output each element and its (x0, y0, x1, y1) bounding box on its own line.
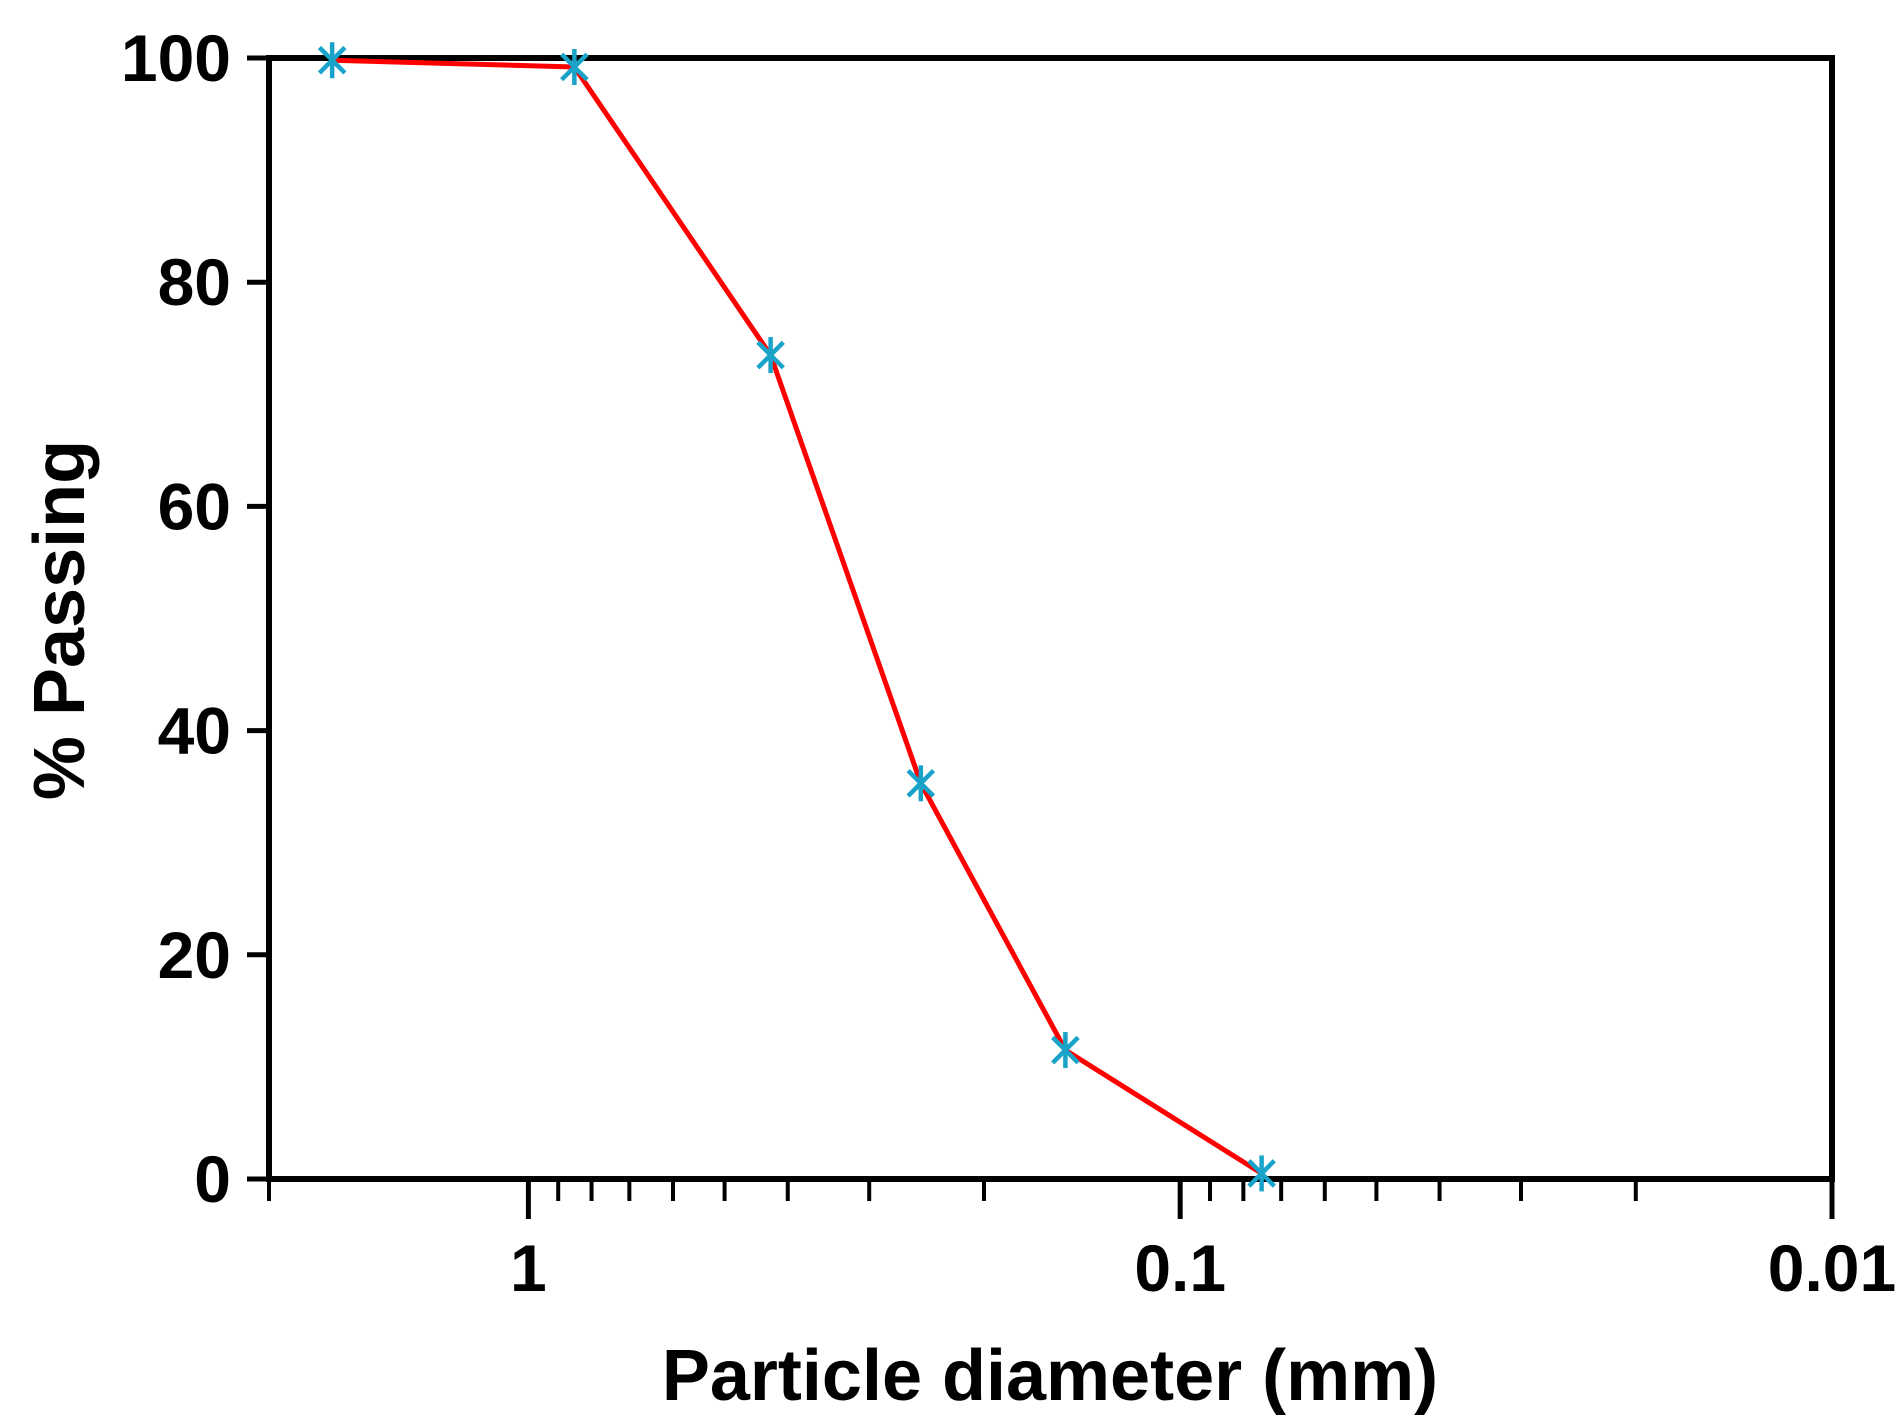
data-point-marker (1247, 1155, 1276, 1192)
y-tick-label: 60 (158, 469, 231, 543)
series-layer (317, 42, 1276, 1192)
series-line (332, 57, 1263, 1176)
x-major-ticks (525, 1179, 1835, 1219)
y-ticks (247, 55, 269, 1182)
x-axis-title: Particle diameter (mm) (662, 1336, 1438, 1416)
y-tick-label: 100 (121, 21, 231, 95)
x-tick-label: 1 (510, 1231, 547, 1305)
data-point-marker (317, 42, 347, 79)
y-axis-title: % Passing (20, 440, 100, 800)
x-tick-label: 0.1 (1134, 1231, 1226, 1305)
x-tick-label: 0.01 (1768, 1231, 1896, 1305)
x-minor-ticks (267, 1179, 1638, 1201)
data-point-marker (906, 765, 936, 802)
data-point-marker (560, 48, 589, 85)
y-tick-label: 20 (158, 918, 231, 992)
y-tick-labels: 0 20 40 60 80 100 (121, 21, 231, 1216)
y-tick-label: 0 (194, 1142, 231, 1216)
data-point-marker (1051, 1032, 1080, 1069)
plot-frame (266, 55, 1835, 1182)
y-tick-label: 80 (158, 245, 231, 319)
y-tick-label: 40 (158, 694, 231, 768)
x-tick-labels: 1 0.1 0.01 (510, 1231, 1896, 1305)
data-point-marker (756, 337, 785, 374)
